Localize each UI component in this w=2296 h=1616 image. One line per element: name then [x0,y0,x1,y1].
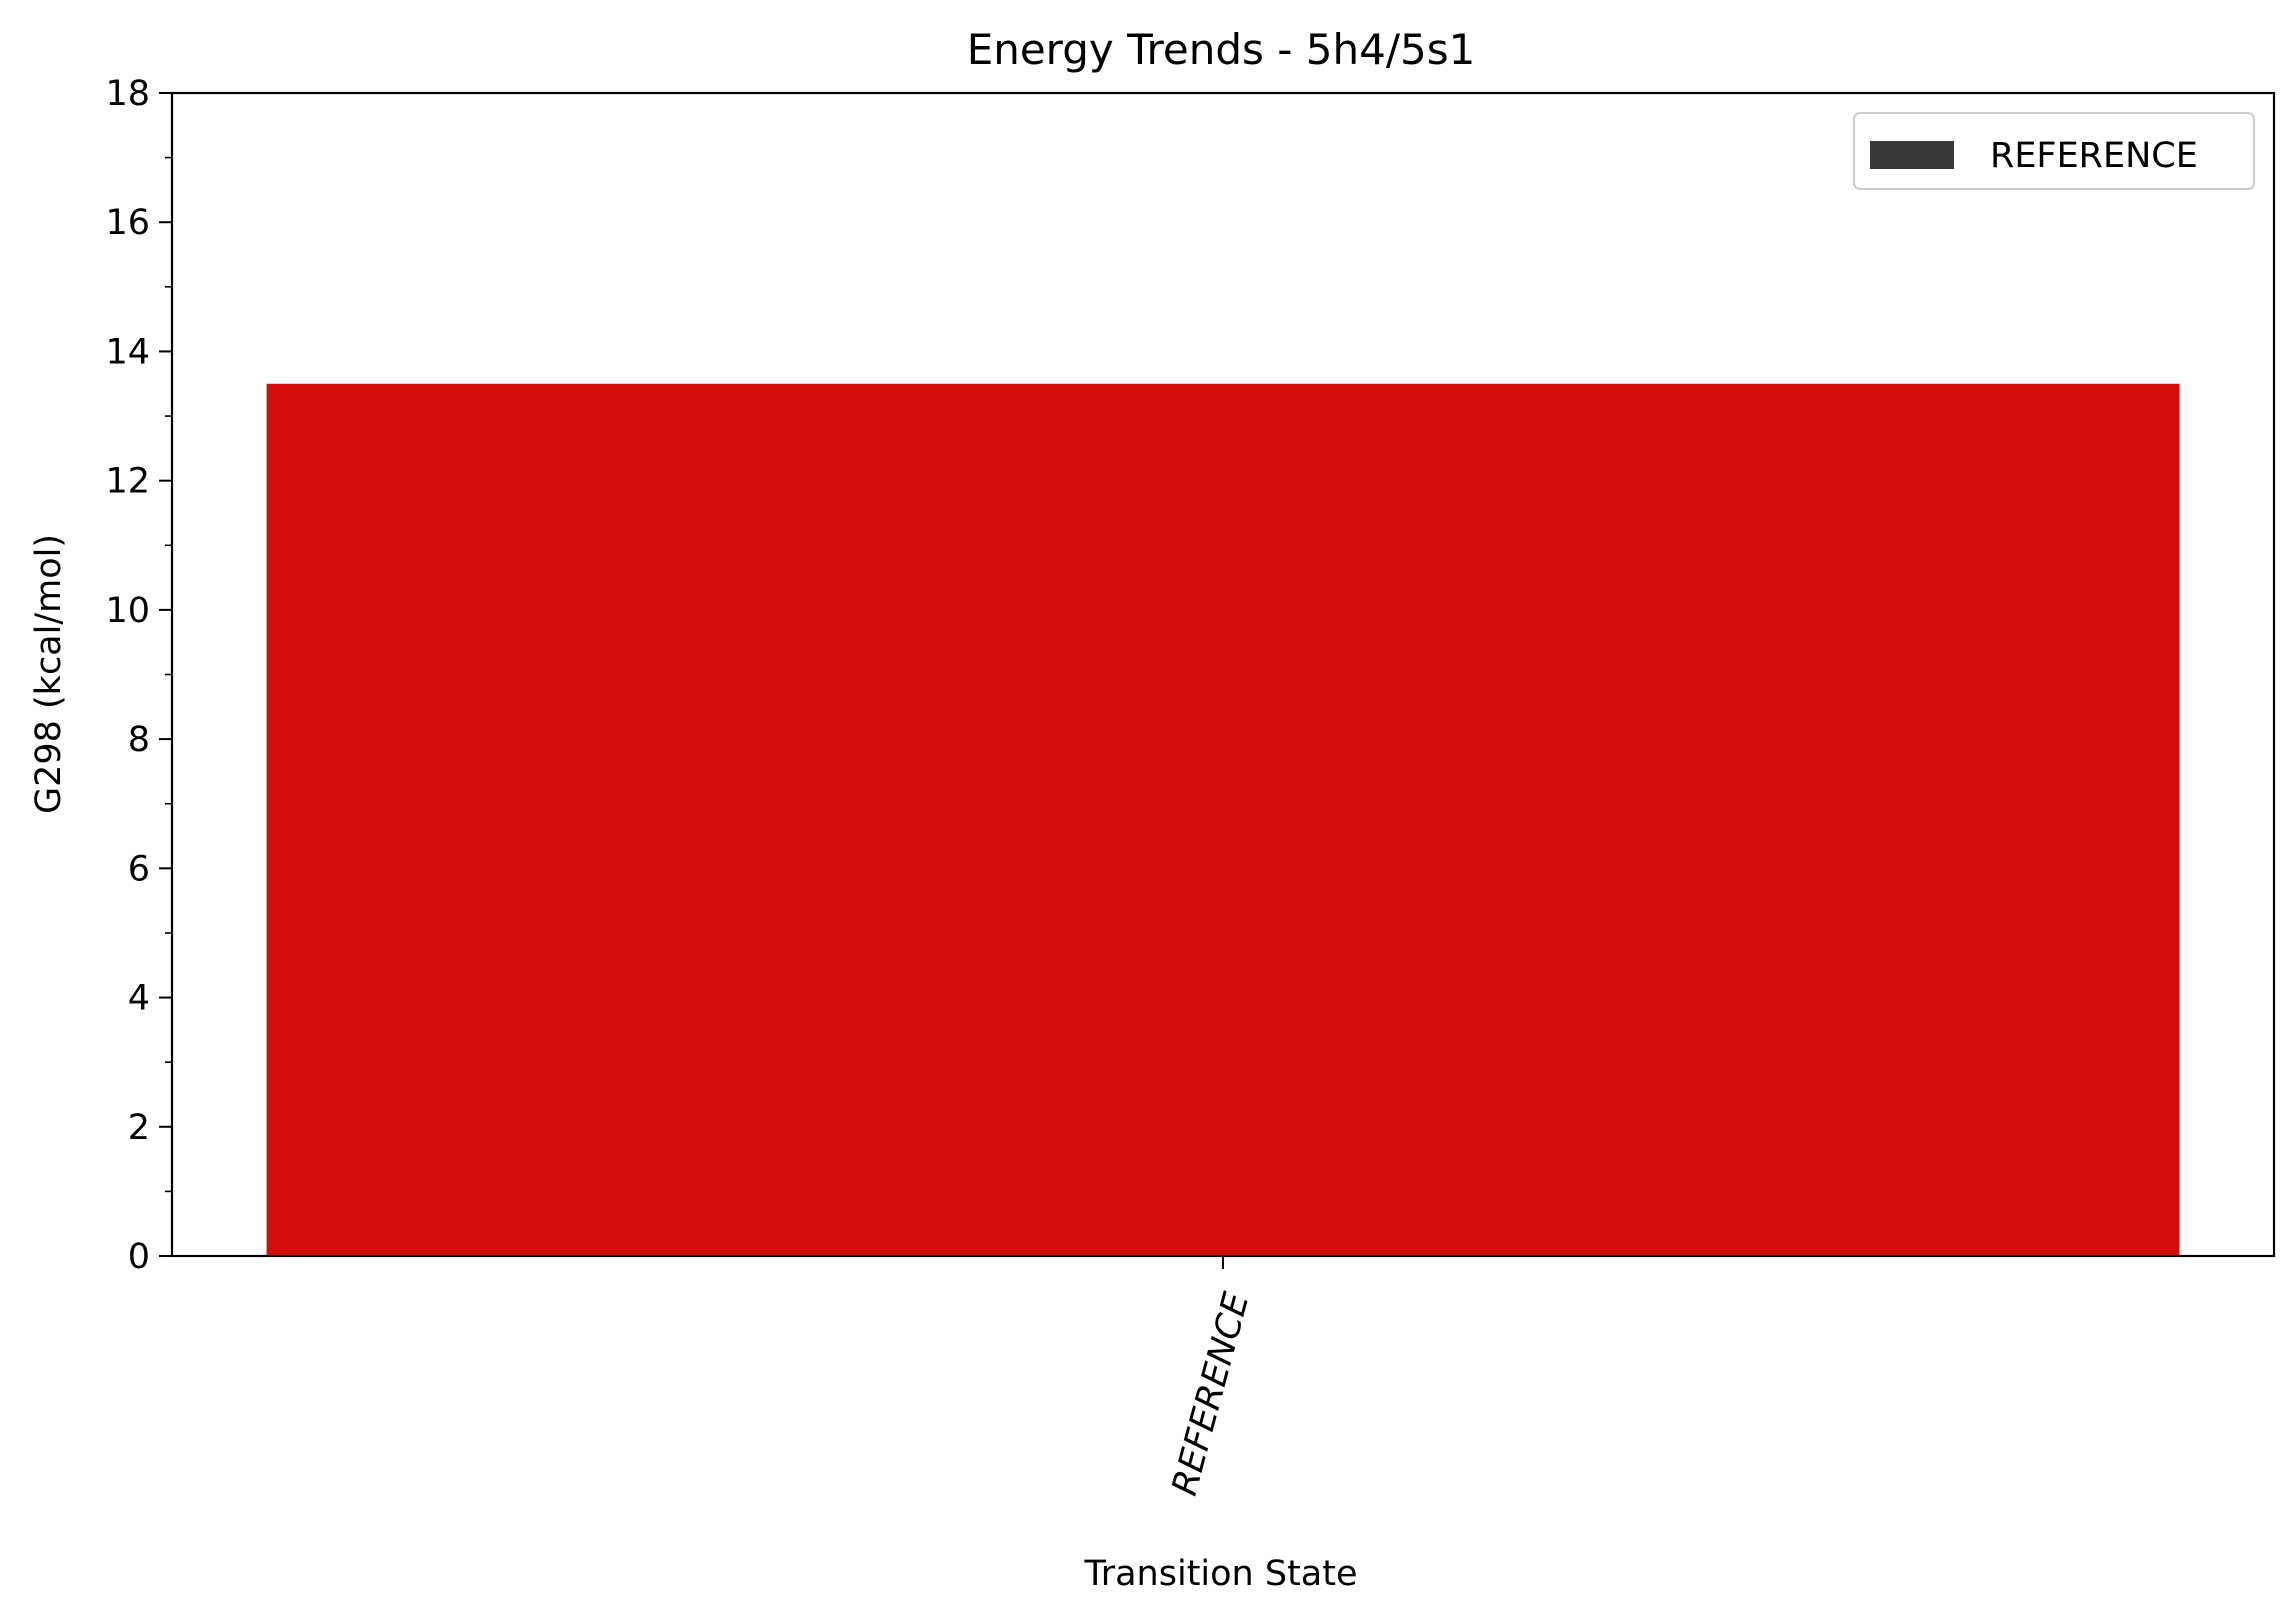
legend-swatch-0 [1870,141,1954,169]
chart-title: Energy Trends - 5h4/5s1 [967,25,1476,74]
y-tick-label-0: 0 [128,1237,150,1277]
plot-area: 0 2 4 6 8 10 12 14 16 18 REFERENCE [105,74,2276,1500]
y-axis-label: G298 (kcal/mol) [29,534,69,814]
y-tick-label-8: 16 [105,203,150,243]
legend: REFERENCE [1853,112,2255,190]
y-tick-label-2: 4 [128,979,150,1019]
y-tick-label-6: 12 [105,462,150,502]
legend-box [1853,112,2255,190]
y-tick-label-1: 2 [128,1108,150,1148]
bar-0 [266,383,2180,1256]
y-tick-label-5: 10 [105,591,150,631]
y-tick-label-7: 14 [105,332,150,372]
x-axis-label: Transition State [1083,1554,1357,1594]
y-tick-label-4: 8 [128,720,150,760]
y-tick-label-9: 18 [105,74,150,114]
y-tick-label-3: 6 [128,849,150,889]
legend-label-0: REFERENCE [1990,136,2198,176]
